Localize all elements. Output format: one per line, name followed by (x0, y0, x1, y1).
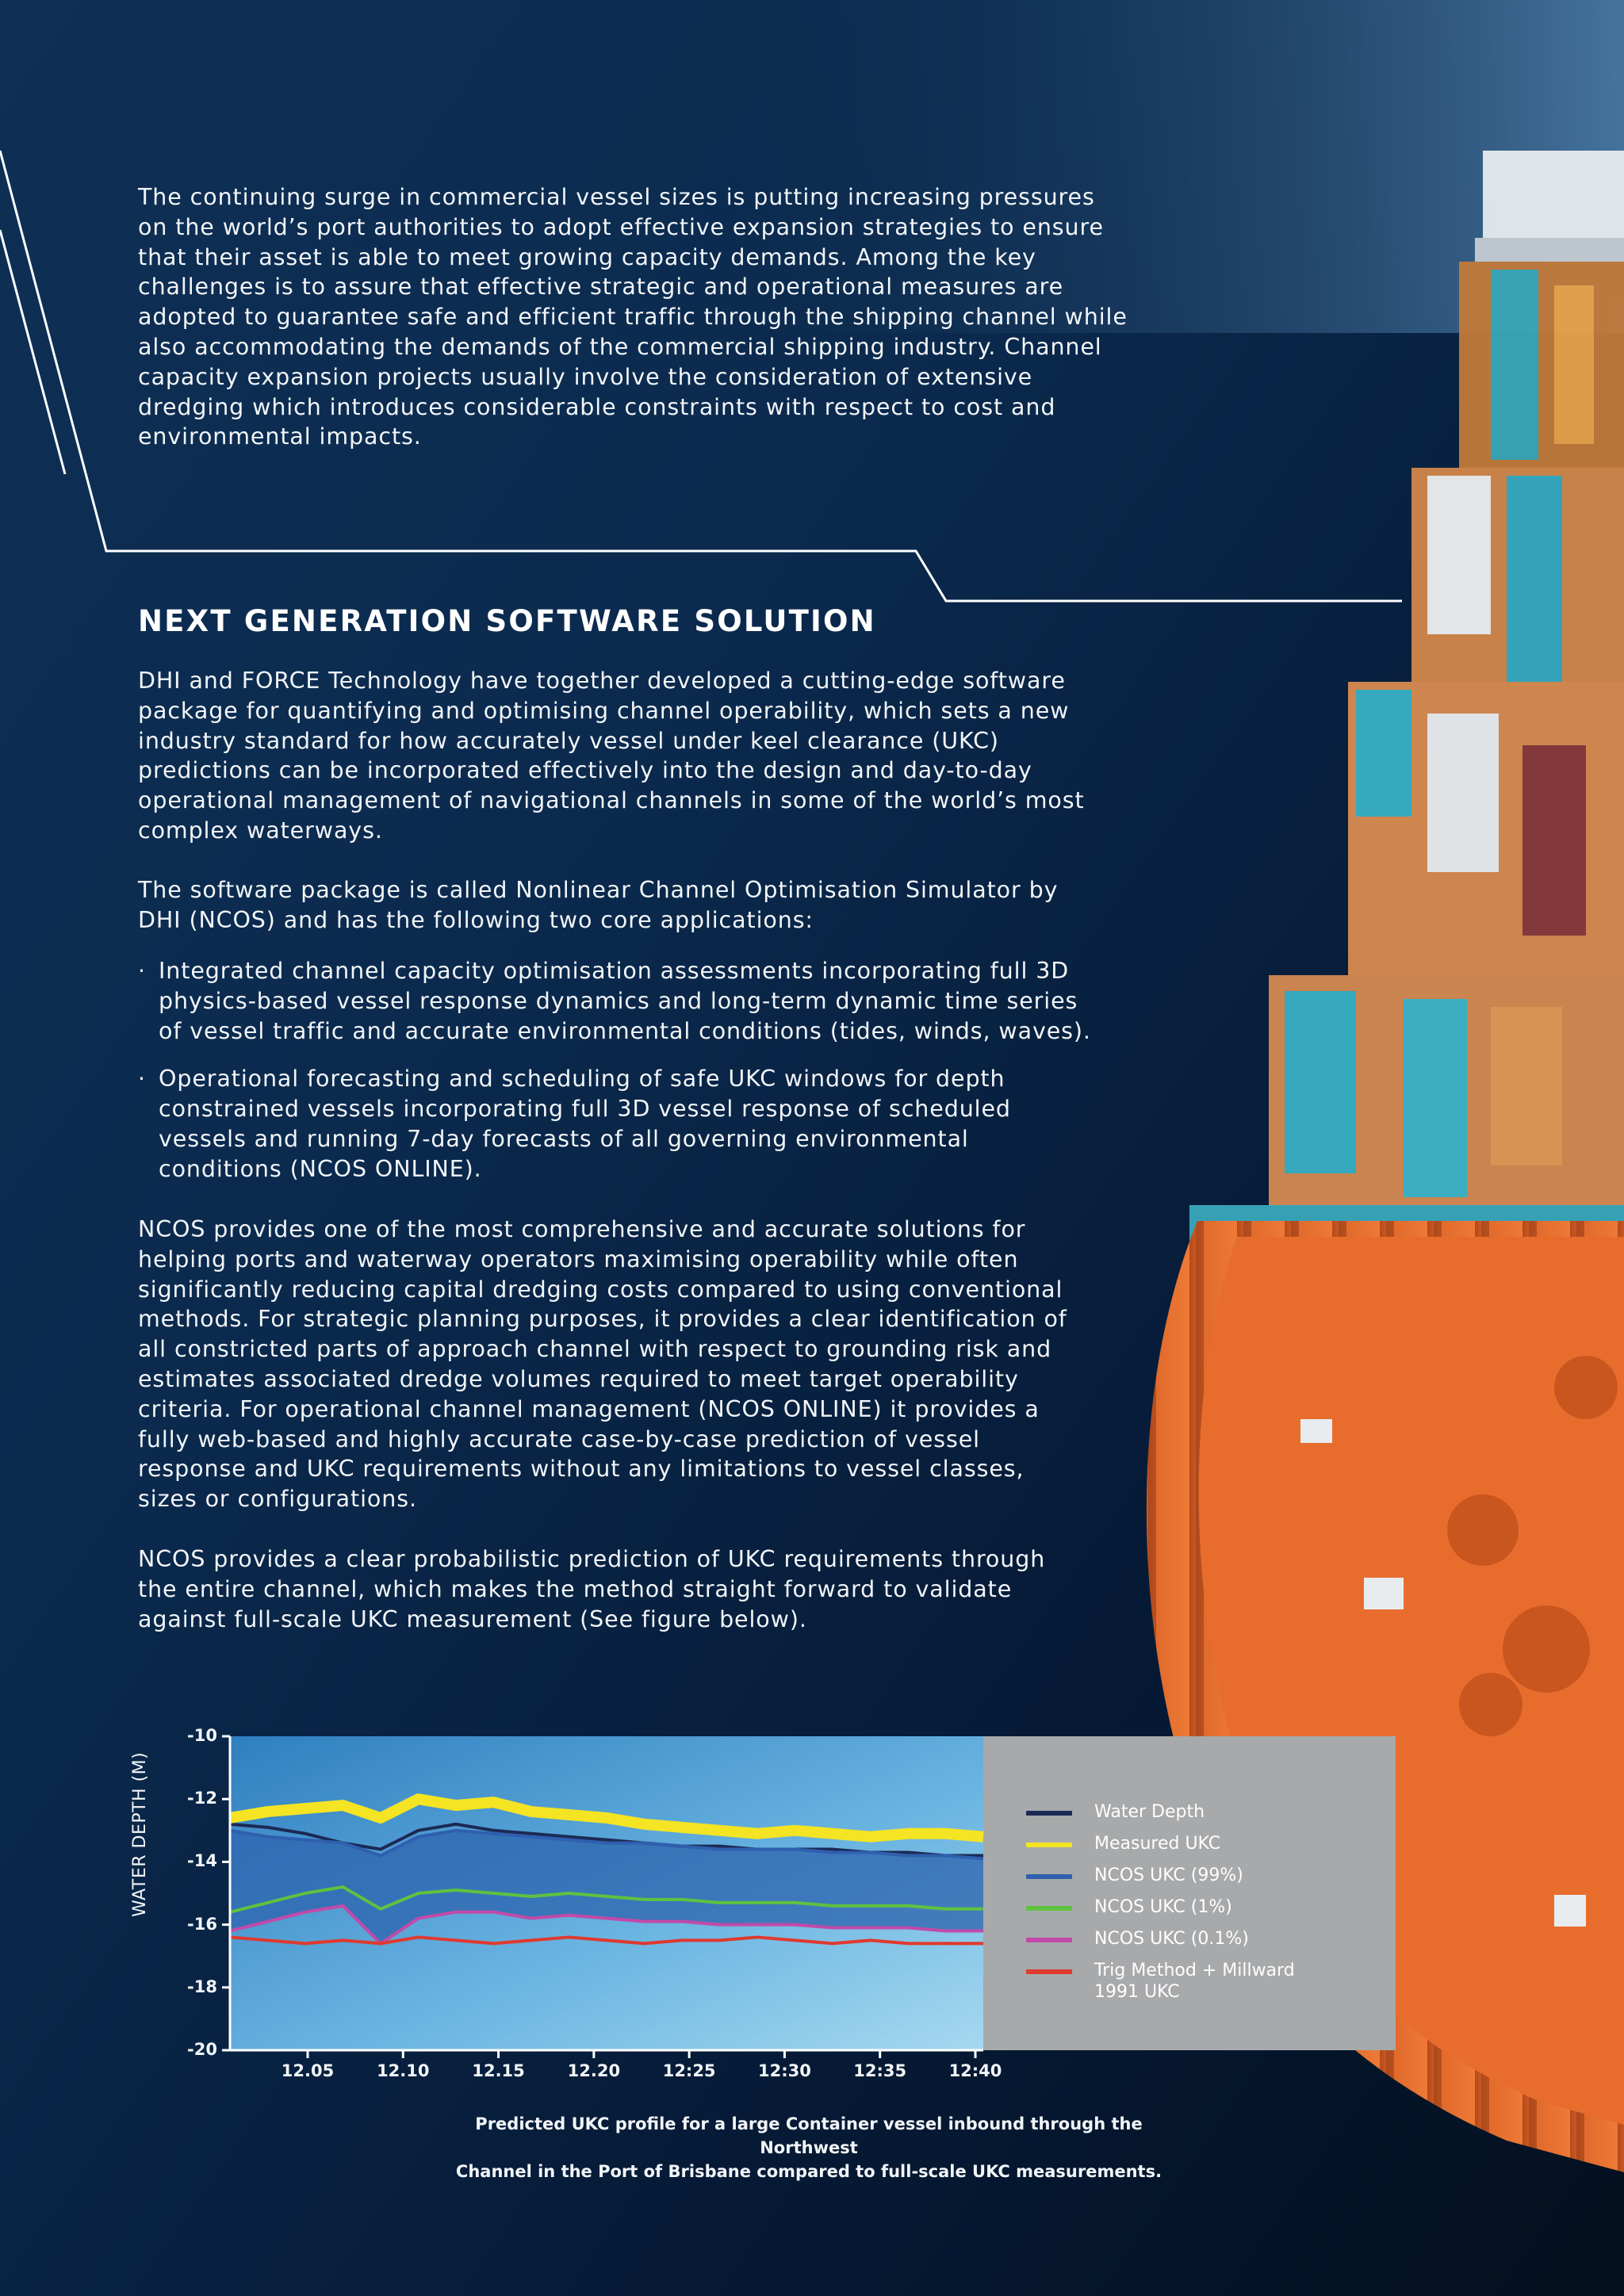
paragraph-line: operational management of navigational c… (138, 787, 1085, 814)
section-paragraph-1: DHI and FORCE Technology have together d… (138, 666, 1169, 846)
list-item-line: conditions (NCOS ONLINE). (159, 1155, 482, 1182)
list-item-line: physics-based vessel response dynamics a… (159, 987, 1078, 1014)
paragraph-line: predictions can be incorporated effectiv… (138, 757, 1032, 784)
y-tick-label: -12 (187, 1789, 217, 1808)
paragraph-line: significantly reducing capital dredging … (138, 1276, 1063, 1303)
legend-swatch (1026, 1843, 1072, 1847)
x-tick-label: 12:35 (853, 2061, 907, 2080)
paragraph-line: fully web-based and highly accurate case… (138, 1425, 980, 1452)
paragraph-line: against full-scale UKC measurement (See … (138, 1605, 807, 1632)
decorative-line (0, 150, 1402, 603)
paragraph-line: complex waterways. (138, 817, 383, 844)
y-tick-label: -18 (187, 1976, 217, 1996)
paragraph-line: industry standard for how accurately ves… (138, 727, 999, 754)
legend-panel (983, 1736, 1396, 2050)
intro-paragraph: The continuing surge in commercial vesse… (138, 182, 1169, 452)
paragraph-line: NCOS provides a clear probabilistic pred… (138, 1546, 1046, 1572)
intro-line: The continuing surge in commercial vesse… (138, 184, 1095, 210)
legend-swatch (1026, 1811, 1072, 1816)
y-tick-label: -16 (187, 1914, 217, 1934)
paragraph-line: sizes or configurations. (138, 1486, 417, 1513)
section-paragraph-3: NCOS provides one of the most comprehens… (138, 1215, 1169, 1514)
x-tick-label: 12.20 (567, 2061, 621, 2080)
deck-equipment (1300, 1356, 1618, 1927)
series-line-4 (229, 1885, 983, 1914)
legend-label: Measured UKC (1094, 1834, 1221, 1854)
series-line-6 (229, 1935, 983, 1946)
application-list: · Integrated channel capacity optimisati… (138, 956, 1169, 1203)
legend-swatch (1026, 1969, 1072, 1974)
legend-label: Water Depth (1094, 1802, 1205, 1822)
section-paragraph-4: NCOS provides a clear probabilistic pred… (138, 1544, 1169, 1634)
paragraph-line: estimates associated dredge volumes requ… (138, 1365, 1019, 1392)
caption-line: Predicted UKC profile for a large Contai… (475, 2114, 1143, 2157)
legend-label: Trig Method + Millward 1991 UKC (1094, 1961, 1295, 2002)
series-line-3 (229, 1828, 984, 1861)
caption-line: Channel in the Port of Brisbane compared… (455, 2162, 1162, 2181)
x-tick-label: 12.10 (377, 2061, 430, 2080)
intro-line: adopted to guarantee safe and efficient … (138, 304, 1128, 331)
paragraph-line: criteria. For operational channel manage… (138, 1395, 1040, 1422)
intro-line: on the world’s port authorities to adopt… (138, 213, 1104, 240)
intro-line: dredging which introduces considerable c… (138, 393, 1056, 420)
x-tick-label: 12:25 (662, 2061, 716, 2080)
bullet-marker: · (138, 958, 146, 984)
figure-caption: Predicted UKC profile for a large Contai… (444, 2112, 1174, 2183)
x-tick-label: 12:30 (757, 2061, 811, 2080)
decorative-line (0, 229, 67, 475)
bullet-marker: · (138, 1066, 146, 1093)
paragraph-line: all constricted parts of approach channe… (138, 1336, 1052, 1363)
list-item-line: of vessel traffic and accurate environme… (159, 1017, 1091, 1044)
section-paragraph-2: The software package is called Nonlinear… (138, 875, 1169, 936)
paragraph-line: The software package is called Nonlinear… (138, 877, 1059, 903)
list-item: · Operational forecasting and scheduling… (138, 1064, 1169, 1184)
intro-line: environmental impacts. (138, 423, 422, 450)
paragraph-line: package for quantifying and optimising c… (138, 697, 1070, 724)
legend-swatch (1026, 1874, 1072, 1879)
paragraph-line: response and UKC requirements without an… (138, 1456, 1025, 1483)
x-tick-label: 12.05 (281, 2061, 335, 2080)
x-tick-label: 12.15 (472, 2061, 525, 2080)
legend-label: NCOS UKC (0.1%) (1094, 1929, 1249, 1949)
intro-line: that their asset is able to meet growing… (138, 243, 1036, 270)
ukc-probability-band (230, 1830, 983, 1944)
intro-line: challenges is to assure that effective s… (138, 274, 1064, 300)
list-item-line: constrained vessels incorporating full 3… (159, 1096, 1011, 1123)
paragraph-line: methods. For strategic planning purposes… (138, 1306, 1067, 1333)
paragraph-line: the entire channel, which makes the meth… (138, 1575, 1013, 1602)
y-tick-label: -10 (187, 1726, 217, 1745)
series-line-5 (229, 1904, 983, 1946)
list-item-line: Operational forecasting and scheduling o… (159, 1066, 1005, 1093)
legend-label: NCOS UKC (99%) (1094, 1866, 1243, 1885)
ship-deck (1189, 151, 1624, 1253)
list-item-line: Integrated channel capacity optimisation… (159, 958, 1070, 984)
list-item: · Integrated channel capacity optimisati… (138, 956, 1169, 1046)
intro-line: capacity expansion projects usually invo… (138, 363, 1033, 390)
paragraph-line: DHI and FORCE Technology have together d… (138, 668, 1066, 694)
section-heading: NEXT GENERATION SOFTWARE SOLUTION (138, 604, 876, 638)
y-tick-label: -20 (187, 2040, 217, 2059)
x-tick-label: 12:40 (948, 2061, 1002, 2080)
y-tick-label: -14 (187, 1851, 217, 1871)
list-item-line: vessels and running 7-day forecasts of a… (159, 1125, 969, 1152)
legend-label: NCOS UKC (1%) (1094, 1897, 1232, 1917)
intro-line: also accommodating the demands of the co… (138, 333, 1102, 360)
paragraph-line: helping ports and waterway operators max… (138, 1246, 1019, 1272)
series-line-2 (228, 1793, 984, 1843)
paragraph-line: DHI (NCOS) and has the following two cor… (138, 906, 814, 933)
paragraph-line: NCOS provides one of the most comprehens… (138, 1216, 1026, 1242)
legend-swatch (1026, 1938, 1072, 1942)
legend-swatch (1026, 1906, 1072, 1911)
